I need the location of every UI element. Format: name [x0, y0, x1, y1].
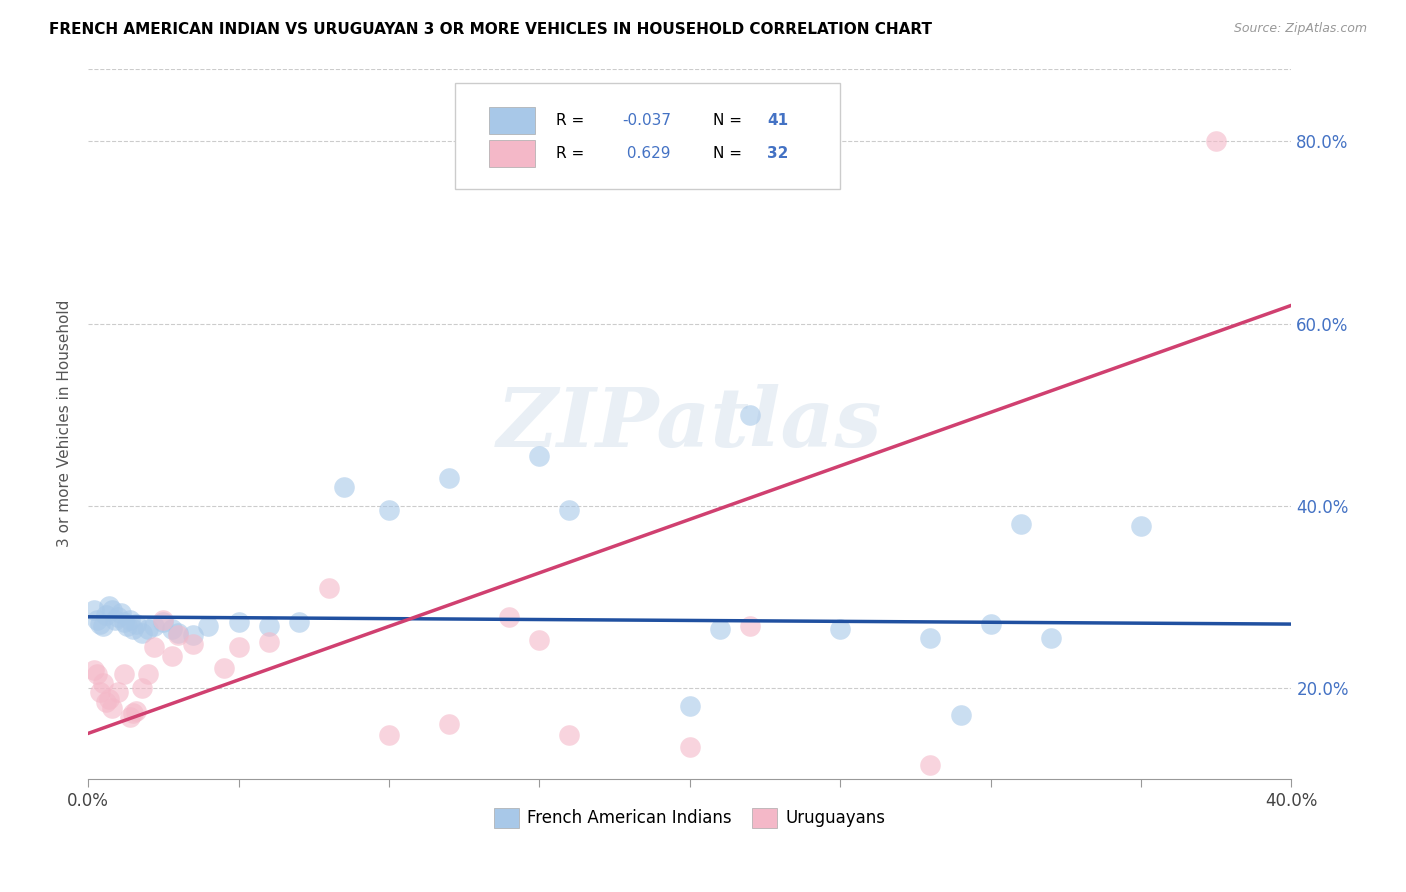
Point [122, 622, 145, 636]
Y-axis label: 3 or more Vehicles in Household: 3 or more Vehicles in Household [58, 300, 72, 548]
Point [529, 449, 551, 463]
Point [117, 619, 139, 633]
Point [378, 728, 401, 742]
Point [920, 758, 942, 772]
Text: 32: 32 [766, 145, 789, 161]
Point [167, 628, 190, 642]
Point [110, 606, 132, 620]
Point [1010, 516, 1032, 531]
Text: FRENCH AMERICAN INDIAN VS URUGUAYAN 3 OR MORE VEHICLES IN HOUSEHOLD CORRELATION : FRENCH AMERICAN INDIAN VS URUGUAYAN 3 OR… [49, 22, 932, 37]
Point [120, 613, 142, 627]
Point [709, 622, 731, 636]
Text: R =: R = [557, 145, 585, 161]
Point [89, 685, 111, 699]
Point [89, 617, 111, 632]
Point [86, 613, 108, 627]
FancyBboxPatch shape [489, 107, 534, 134]
Point [558, 503, 581, 517]
Point [1205, 134, 1227, 148]
Point [101, 603, 124, 617]
Point [143, 619, 166, 633]
Point [679, 699, 702, 714]
Point [257, 619, 280, 633]
Point [830, 622, 852, 636]
Text: Source: ZipAtlas.com: Source: ZipAtlas.com [1233, 22, 1367, 36]
Point [104, 613, 127, 627]
Point [98, 599, 121, 613]
Text: ZIPatlas: ZIPatlas [498, 384, 883, 464]
Point [257, 635, 280, 649]
Point [143, 640, 166, 654]
Point [228, 640, 250, 654]
Point [197, 619, 219, 633]
Point [131, 681, 153, 695]
Point [83, 663, 105, 677]
FancyBboxPatch shape [489, 139, 534, 167]
Point [101, 701, 124, 715]
Point [152, 615, 174, 630]
Point [949, 708, 972, 723]
Point [152, 613, 174, 627]
Point [287, 615, 309, 630]
Legend: French American Indians, Uruguayans: French American Indians, Uruguayans [488, 801, 893, 835]
Point [212, 661, 235, 675]
Point [96, 694, 118, 708]
Point [378, 503, 401, 517]
Point [980, 617, 1002, 632]
Point [183, 637, 205, 651]
Point [96, 607, 118, 622]
Text: N =: N = [713, 113, 742, 128]
Point [318, 581, 340, 595]
Text: R =: R = [557, 113, 585, 128]
Point [228, 615, 250, 630]
Point [167, 626, 190, 640]
Point [529, 633, 551, 648]
Point [738, 408, 761, 422]
Point [1130, 518, 1153, 533]
Point [437, 471, 460, 485]
Text: 0.629: 0.629 [623, 145, 671, 161]
Point [112, 667, 135, 681]
Point [122, 706, 145, 721]
Point [920, 631, 942, 645]
Point [131, 626, 153, 640]
Point [162, 622, 184, 636]
Point [738, 619, 761, 633]
Point [98, 691, 121, 706]
Point [1039, 631, 1062, 645]
Point [125, 704, 148, 718]
Point [679, 739, 702, 754]
Point [498, 609, 520, 624]
Point [136, 667, 159, 681]
Point [86, 667, 108, 681]
Point [107, 609, 129, 624]
Point [162, 648, 184, 663]
FancyBboxPatch shape [456, 83, 841, 189]
Text: N =: N = [713, 145, 742, 161]
Point [125, 617, 148, 632]
Point [91, 619, 114, 633]
Point [333, 480, 356, 494]
Point [136, 622, 159, 636]
Point [83, 603, 105, 617]
Point [183, 628, 205, 642]
Point [437, 717, 460, 731]
Text: 41: 41 [766, 113, 787, 128]
Point [558, 728, 581, 742]
Text: -0.037: -0.037 [623, 113, 672, 128]
Point [112, 615, 135, 630]
Point [107, 685, 129, 699]
Point [91, 676, 114, 690]
Point [120, 710, 142, 724]
